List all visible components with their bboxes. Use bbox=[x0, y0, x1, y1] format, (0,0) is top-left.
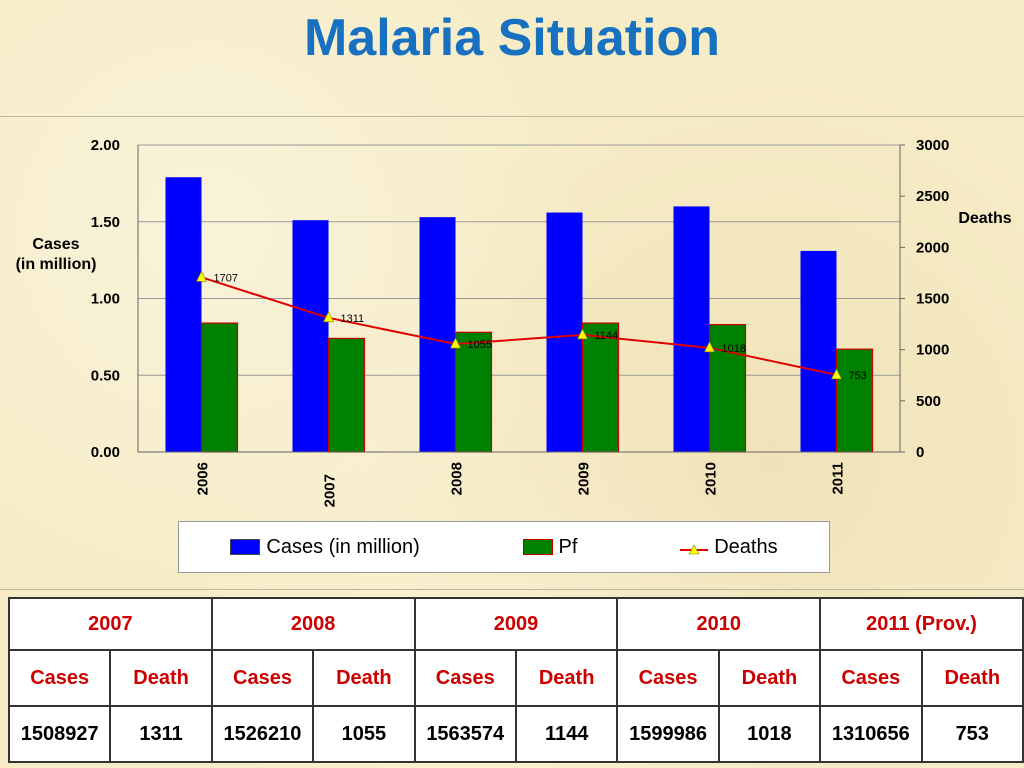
table-row: 1508927 1311 1526210 1055 1563574 1144 1… bbox=[7, 705, 1024, 763]
table-subheader-row: Cases Death Cases Death Cases Death Case… bbox=[7, 649, 1024, 707]
data-table: 2007 2008 2009 2010 2011 (Prov.) Cases D… bbox=[7, 597, 1024, 763]
subheader-cell: Cases bbox=[819, 649, 923, 707]
subheader-cell: Cases bbox=[7, 649, 112, 707]
subheader-cell: Death bbox=[514, 649, 619, 707]
page-title: Malaria Situation bbox=[303, 9, 721, 67]
pf-bar bbox=[327, 337, 366, 453]
pf-bar bbox=[200, 322, 239, 453]
table-cell: 1526210 bbox=[210, 705, 315, 763]
legend-item-deaths: Deaths bbox=[680, 535, 778, 559]
deaths-data-label: 753 bbox=[849, 370, 867, 382]
table-cell: 1018 bbox=[717, 705, 822, 763]
right-axis-label: Deaths bbox=[958, 210, 1012, 227]
left-axis-label-line2: (in million) bbox=[15, 256, 97, 273]
table-cell: 753 bbox=[920, 705, 1024, 763]
cases-bar bbox=[673, 206, 710, 452]
deaths-data-label: 1018 bbox=[722, 343, 746, 355]
pf-swatch bbox=[522, 539, 553, 555]
year-header: 2010 bbox=[616, 597, 822, 651]
legend-label-pf: Pf bbox=[558, 535, 578, 558]
pf-bar bbox=[835, 348, 874, 453]
deaths-data-label: 1144 bbox=[595, 330, 619, 342]
right-tick-label: 500 bbox=[916, 393, 941, 410]
right-tick-label: 0 bbox=[916, 444, 924, 461]
chart-legend: Cases (in million) Pf Deaths bbox=[178, 521, 830, 573]
deaths-line-swatch bbox=[680, 540, 709, 555]
table-cell: 1599986 bbox=[616, 705, 720, 763]
right-tick-label: 1000 bbox=[916, 342, 949, 359]
cases-bar bbox=[419, 217, 456, 452]
deaths-marker bbox=[704, 341, 715, 353]
table-year-row: 2007 2008 2009 2010 2011 (Prov.) bbox=[8, 597, 1024, 651]
left-tick-label: 0.50 bbox=[91, 367, 120, 384]
cases-bar bbox=[165, 177, 202, 453]
year-header: 2007 bbox=[8, 597, 213, 651]
left-tick-label: 1.00 bbox=[91, 291, 120, 308]
table-cell: 1310656 bbox=[819, 705, 923, 763]
x-tick-label: 2010 bbox=[703, 462, 720, 495]
pf-bar bbox=[454, 331, 493, 453]
deaths-marker bbox=[831, 368, 842, 380]
year-header: 2008 bbox=[210, 597, 416, 651]
subheader-cell: Cases bbox=[210, 649, 315, 707]
deaths-marker bbox=[450, 337, 461, 349]
x-tick-label: 2007 bbox=[322, 474, 339, 507]
cases-bar bbox=[546, 212, 583, 452]
subheader-cell: Cases bbox=[616, 649, 720, 707]
x-tick-label: 2011 bbox=[830, 462, 847, 495]
legend-label-deaths: Deaths bbox=[714, 535, 778, 558]
deaths-marker bbox=[323, 311, 334, 323]
pf-bar bbox=[581, 322, 620, 453]
year-header: 2009 bbox=[413, 597, 619, 651]
deaths-data-label: 1311 bbox=[341, 313, 365, 325]
left-axis-label-line1: Cases bbox=[32, 236, 80, 253]
x-tick-label: 2006 bbox=[195, 462, 212, 495]
deaths-marker bbox=[196, 270, 207, 282]
x-tick-label: 2008 bbox=[449, 462, 466, 495]
year-header: 2011 (Prov.) bbox=[819, 597, 1024, 651]
left-tick-label: 2.00 bbox=[91, 137, 120, 154]
legend-item-pf: Pf bbox=[522, 535, 578, 559]
table-cell: 1144 bbox=[514, 705, 619, 763]
right-tick-label: 1500 bbox=[916, 291, 949, 308]
right-tick-label: 3000 bbox=[916, 137, 949, 154]
deaths-marker bbox=[577, 328, 588, 340]
subheader-cell: Death bbox=[920, 649, 1024, 707]
cases-bar bbox=[800, 250, 837, 452]
subheader-cell: Cases bbox=[413, 649, 517, 707]
left-tick-label: 1.50 bbox=[91, 214, 120, 231]
table-cell: 1311 bbox=[109, 705, 213, 763]
legend-label-cases: Cases (in million) bbox=[266, 535, 420, 558]
chart-panel: 1707 1311 1055 1144 1018 753 0.00 0.50 1.00 1.50… bbox=[0, 116, 1024, 590]
table-cell: 1508927 bbox=[7, 705, 112, 763]
combo-chart: 1707 1311 1055 1144 1018 753 0.00 0.50 1.00 1.50… bbox=[91, 137, 950, 507]
table-cell: 1563574 bbox=[413, 705, 517, 763]
left-axis-label: Cases (in million) bbox=[2, 235, 110, 275]
subheader-cell: Death bbox=[312, 649, 416, 707]
x-tick-label: 2009 bbox=[576, 462, 593, 495]
deaths-data-label: 1707 bbox=[214, 272, 238, 284]
left-tick-label: 0.00 bbox=[91, 444, 120, 461]
table-cell: 1055 bbox=[312, 705, 416, 763]
cases-swatch bbox=[230, 539, 261, 555]
right-tick-label: 2000 bbox=[916, 239, 949, 256]
deaths-line bbox=[201, 276, 837, 376]
right-tick-label: 2500 bbox=[916, 188, 949, 205]
legend-item-cases: Cases (in million) bbox=[230, 535, 420, 559]
subheader-cell: Death bbox=[109, 649, 213, 707]
deaths-data-label: 1055 bbox=[468, 339, 492, 351]
cases-bar bbox=[292, 220, 329, 452]
subheader-cell: Death bbox=[717, 649, 822, 707]
